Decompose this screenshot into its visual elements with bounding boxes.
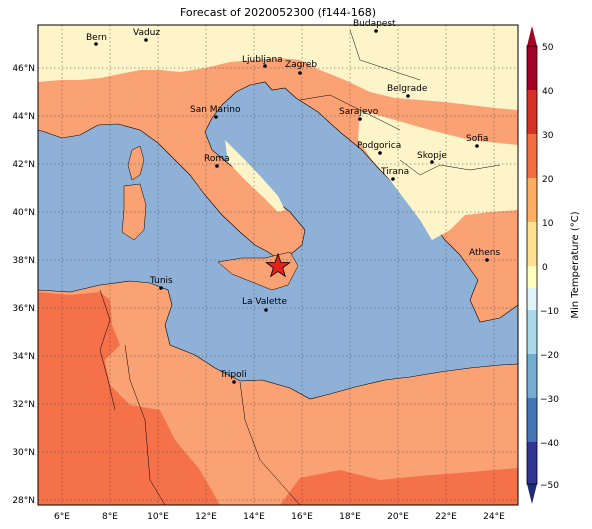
- colorbar-segment: [527, 178, 537, 222]
- city-label-sofia: Sofia: [466, 134, 488, 144]
- colorbar-segment: [527, 90, 537, 134]
- city-dots: [94, 29, 489, 384]
- colorbar-tick: 10: [542, 219, 554, 229]
- lon-axis-labels: 6°E 8°E 10°E 12°E 14°E 16°E 18°E 20°E 22…: [54, 512, 505, 522]
- europe-land: [38, 25, 518, 323]
- lat-label: 30°N: [12, 448, 35, 458]
- city-dot-belgrade: [406, 94, 410, 98]
- city-label-budapest: Budapest: [353, 19, 396, 29]
- city-label-roma: Roma: [204, 154, 230, 164]
- colorbar-tick: 20: [542, 175, 554, 185]
- city-dot-roma: [215, 164, 219, 168]
- lat-label: 42°N: [12, 160, 35, 170]
- lat-label: 32°N: [12, 400, 35, 410]
- colorbar-tick-labels: 50 40 30 20 10 0 −10 −20 −30 −40 −50: [540, 43, 559, 491]
- city-label-vaduz: Vaduz: [133, 28, 160, 38]
- map-title: Forecast of 2020052300 (f144-168): [179, 6, 377, 19]
- colorbar-segment: [527, 354, 537, 398]
- colorbar-tick: 50: [542, 43, 554, 53]
- colorbar-segment: [527, 398, 537, 442]
- city-dot-sofia: [475, 144, 479, 148]
- city-label-sarajevo: Sarajevo: [339, 107, 379, 117]
- city-dot-tripoli: [232, 380, 236, 384]
- colorbar-top-extend: [527, 26, 537, 46]
- city-dot-budapest: [374, 29, 378, 33]
- lat-label: 44°N: [12, 112, 35, 122]
- colorbar-tick: −50: [540, 481, 559, 491]
- city-label-bern: Bern: [86, 33, 107, 43]
- city-dot-tunis: [159, 286, 163, 290]
- lon-label: 24°E: [483, 512, 505, 522]
- lat-label: 34°N: [12, 352, 35, 362]
- lat-label: 46°N: [12, 64, 35, 74]
- colorbar-label: Min Temperature (°C): [570, 211, 581, 318]
- city-dot-bern: [94, 42, 98, 46]
- lon-label: 8°E: [102, 512, 118, 522]
- city-dot-podgorica: [378, 151, 382, 155]
- city-label-san-marino: San Marino: [190, 105, 241, 115]
- colorbar: 50 40 30 20 10 0 −10 −20 −30 −40 −50 Min…: [526, 26, 581, 504]
- colorbar-tick: 0: [542, 263, 548, 273]
- city-dot-vaduz: [144, 38, 148, 42]
- colorbar-tick: −20: [540, 351, 559, 361]
- lon-label: 6°E: [54, 512, 70, 522]
- city-dot-skopje: [430, 160, 434, 164]
- colorbar-tick: 40: [542, 87, 554, 97]
- lat-axis-labels: 46°N 44°N 42°N 40°N 38°N 36°N 34°N 32°N …: [12, 64, 35, 506]
- city-label-ljubljana: Ljubljana: [242, 55, 283, 65]
- lon-label: 20°E: [387, 512, 409, 522]
- colorbar-tick: −40: [540, 439, 559, 449]
- africa-hot-east: [280, 468, 518, 505]
- lon-label: 16°E: [291, 512, 313, 522]
- location-star-marker: [265, 252, 291, 278]
- city-dot-zagreb: [298, 71, 302, 75]
- city-label-tripoli: Tripoli: [219, 370, 247, 380]
- colorbar-frame: [526, 45, 538, 485]
- city-dot-tirana: [391, 177, 395, 181]
- colorbar-segment: [527, 222, 537, 266]
- country-borders: [99, 29, 501, 505]
- colorbar-segment: [527, 288, 537, 310]
- city-label-tunis: Tunis: [149, 276, 173, 286]
- lon-label: 18°E: [339, 512, 361, 522]
- lat-label: 40°N: [12, 208, 35, 218]
- city-label-zagreb: Zagreb: [285, 60, 317, 70]
- lat-label: 36°N: [12, 304, 35, 314]
- map-frame: [37, 24, 519, 506]
- lat-label: 38°N: [12, 256, 35, 266]
- lon-label: 22°E: [435, 512, 457, 522]
- city-dot-ljubljana: [263, 64, 267, 68]
- lon-label: 10°E: [147, 512, 169, 522]
- colorbar-segment: [527, 46, 537, 90]
- city-label-la-valette: La Valette: [242, 297, 287, 307]
- colorbar-tick: −30: [540, 395, 559, 405]
- city-dot-la-valette: [264, 308, 268, 312]
- city-label-belgrade: Belgrade: [387, 84, 428, 94]
- lat-label: 28°N: [12, 496, 35, 506]
- lon-label: 12°E: [195, 512, 217, 522]
- corsica: [127, 145, 145, 181]
- city-label-skopje: Skopje: [417, 151, 447, 161]
- city-dot-san-marino: [214, 115, 218, 119]
- lon-label: 14°E: [243, 512, 265, 522]
- colorbar-segment: [527, 266, 537, 288]
- colorbar-tick: −10: [540, 307, 559, 317]
- colorbar-tick: 30: [542, 131, 554, 141]
- city-label-podgorica: Podgorica: [357, 141, 401, 151]
- city-label-athens: Athens: [469, 248, 500, 258]
- map-gridlines: [38, 25, 518, 505]
- colorbar-segment: [527, 134, 537, 178]
- city-dot-sarajevo: [358, 117, 362, 121]
- city-label-tirana: Tirana: [380, 167, 409, 177]
- city-labels: Bern Vaduz Budapest Ljubljana Zagreb Bel…: [86, 19, 500, 380]
- colorbar-segment: [527, 442, 537, 484]
- apennine-mild: [225, 140, 285, 212]
- city-dot-athens: [485, 258, 489, 262]
- map-area: [38, 25, 518, 505]
- colorbar-segment: [527, 310, 537, 354]
- colorbar-bottom-extend: [527, 484, 537, 504]
